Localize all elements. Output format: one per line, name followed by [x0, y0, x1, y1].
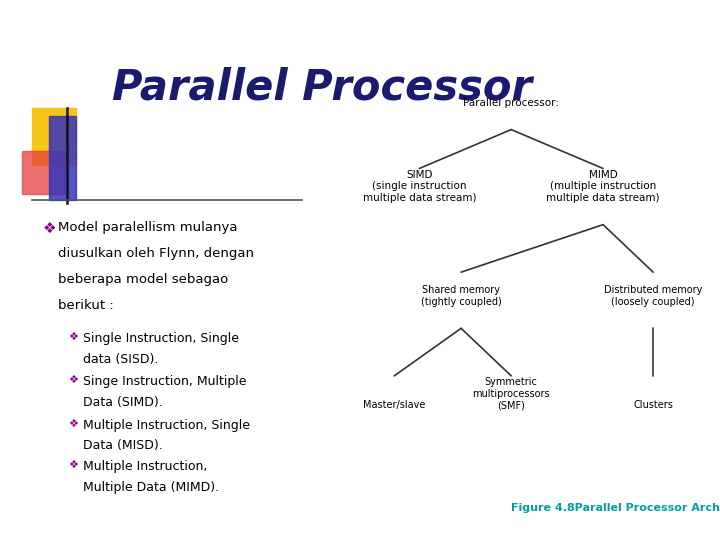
Text: SIMD
(single instruction
multiple data stream): SIMD (single instruction multiple data s… — [363, 170, 476, 203]
Text: Distributed memory
(loosely coupled): Distributed memory (loosely coupled) — [604, 285, 703, 307]
Text: Figure 4.8: Figure 4.8 — [511, 503, 575, 513]
Text: Multiple Instruction, Single: Multiple Instruction, Single — [83, 418, 250, 431]
Text: Singe Instruction, Multiple: Singe Instruction, Multiple — [83, 375, 246, 388]
Bar — [32, 108, 76, 165]
Text: Clusters: Clusters — [634, 400, 673, 410]
Text: ❖: ❖ — [68, 332, 78, 342]
Text: Single Instruction, Single: Single Instruction, Single — [83, 332, 239, 345]
Text: Parallel Processor: Parallel Processor — [112, 66, 531, 108]
Text: Parallel Processor Architectures: Parallel Processor Architectures — [563, 503, 720, 513]
Text: Data (SIMD).: Data (SIMD). — [83, 396, 163, 409]
Text: berikut :: berikut : — [58, 299, 113, 312]
Text: diusulkan oleh Flynn, dengan: diusulkan oleh Flynn, dengan — [58, 247, 253, 260]
Text: ❖: ❖ — [43, 221, 57, 237]
Text: beberapa model sebagao: beberapa model sebagao — [58, 273, 228, 286]
Text: ❖: ❖ — [68, 418, 78, 429]
Text: ❖: ❖ — [68, 460, 78, 470]
Text: Shared memory
(tightly coupled): Shared memory (tightly coupled) — [420, 285, 501, 307]
Text: data (SISD).: data (SISD). — [83, 353, 158, 366]
Bar — [22, 151, 65, 194]
Text: Master/slave: Master/slave — [363, 400, 426, 410]
Text: Multiple Data (MIMD).: Multiple Data (MIMD). — [83, 481, 219, 494]
Text: MIMD
(multiple instruction
multiple data stream): MIMD (multiple instruction multiple data… — [546, 170, 660, 203]
Bar — [49, 116, 76, 200]
Text: Parallel processor:: Parallel processor: — [463, 98, 559, 108]
Text: Symmetric
multiprocessors
(SMF): Symmetric multiprocessors (SMF) — [472, 377, 550, 410]
Text: ❖: ❖ — [68, 375, 78, 386]
Text: Multiple Instruction,: Multiple Instruction, — [83, 460, 207, 473]
Text: Model paralellism mulanya: Model paralellism mulanya — [58, 221, 237, 234]
Text: Data (MISD).: Data (MISD). — [83, 439, 163, 452]
